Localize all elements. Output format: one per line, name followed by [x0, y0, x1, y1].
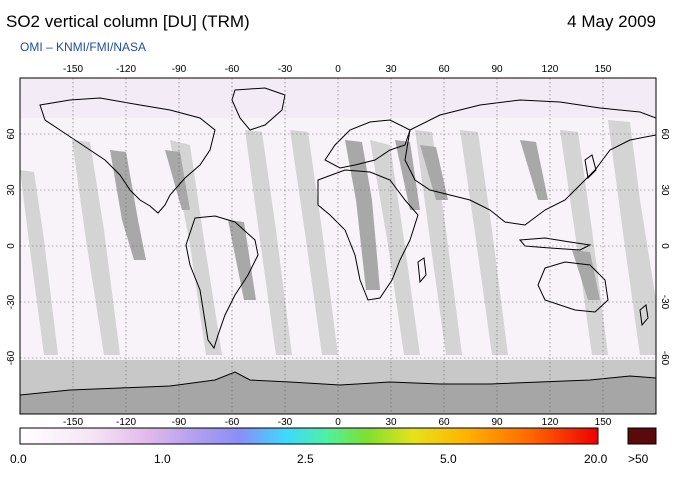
lat-tick-left: -30 — [6, 294, 17, 309]
lon-tick-top: 120 — [542, 64, 559, 75]
lon-tick-bottom: 60 — [438, 417, 450, 428]
data-credit: OMI – KNMI/FMI/NASA — [20, 40, 147, 54]
lat-tick-left: -60 — [6, 350, 17, 365]
lat-tick-right: -30 — [659, 295, 670, 310]
graticule — [20, 78, 656, 414]
lon-tick-top: 150 — [595, 64, 612, 75]
colorbar-label: 20.0 — [584, 452, 608, 466]
lon-tick-bottom: -150 — [63, 417, 83, 428]
colorbar-label: >50 — [628, 452, 649, 466]
colorbar-label: 5.0 — [440, 452, 457, 466]
lon-tick-top: 60 — [438, 64, 450, 75]
colorbar-label: 2.5 — [297, 452, 314, 466]
lon-tick-bottom: 30 — [385, 417, 397, 428]
lon-tick-top: -60 — [225, 64, 240, 75]
lon-tick-bottom: 90 — [491, 417, 503, 428]
lon-tick-top: 0 — [335, 64, 341, 75]
coastlines — [39, 87, 656, 350]
lat-tick-right: 30 — [659, 184, 670, 196]
lon-tick-top: -30 — [278, 64, 293, 75]
lon-tick-top: -150 — [63, 64, 83, 75]
map-title: SO2 vertical column [DU] (TRM) — [6, 12, 250, 31]
lon-tick-top: 30 — [385, 64, 397, 75]
lat-tick-right: 60 — [659, 128, 670, 140]
lon-tick-bottom: 120 — [542, 417, 559, 428]
lon-tick-bottom: -30 — [278, 417, 293, 428]
lon-tick-top: -120 — [116, 64, 136, 75]
lon-tick-bottom: -60 — [225, 417, 240, 428]
lon-tick-top: 90 — [491, 64, 503, 75]
colorbar-label: 1.0 — [154, 452, 171, 466]
lat-tick-left: 60 — [6, 128, 17, 140]
lat-tick-right: -60 — [659, 351, 670, 366]
lat-tick-left: 30 — [6, 184, 17, 196]
lon-tick-bottom: 150 — [595, 417, 612, 428]
map-frame — [19, 77, 657, 415]
lat-tick-right: 0 — [659, 243, 670, 249]
orbit-swaths-dark — [110, 140, 600, 300]
lon-tick-bottom: -90 — [172, 417, 187, 428]
map-date: 4 May 2009 — [567, 12, 656, 31]
lat-tick-left: 0 — [6, 243, 17, 249]
colorbar — [19, 427, 599, 445]
colorbar-label: 0.0 — [10, 452, 27, 466]
lon-tick-top: -90 — [172, 64, 187, 75]
lon-tick-bottom: -120 — [116, 417, 136, 428]
lon-tick-bottom: 0 — [335, 417, 341, 428]
colorbar-max-swatch — [627, 427, 657, 445]
